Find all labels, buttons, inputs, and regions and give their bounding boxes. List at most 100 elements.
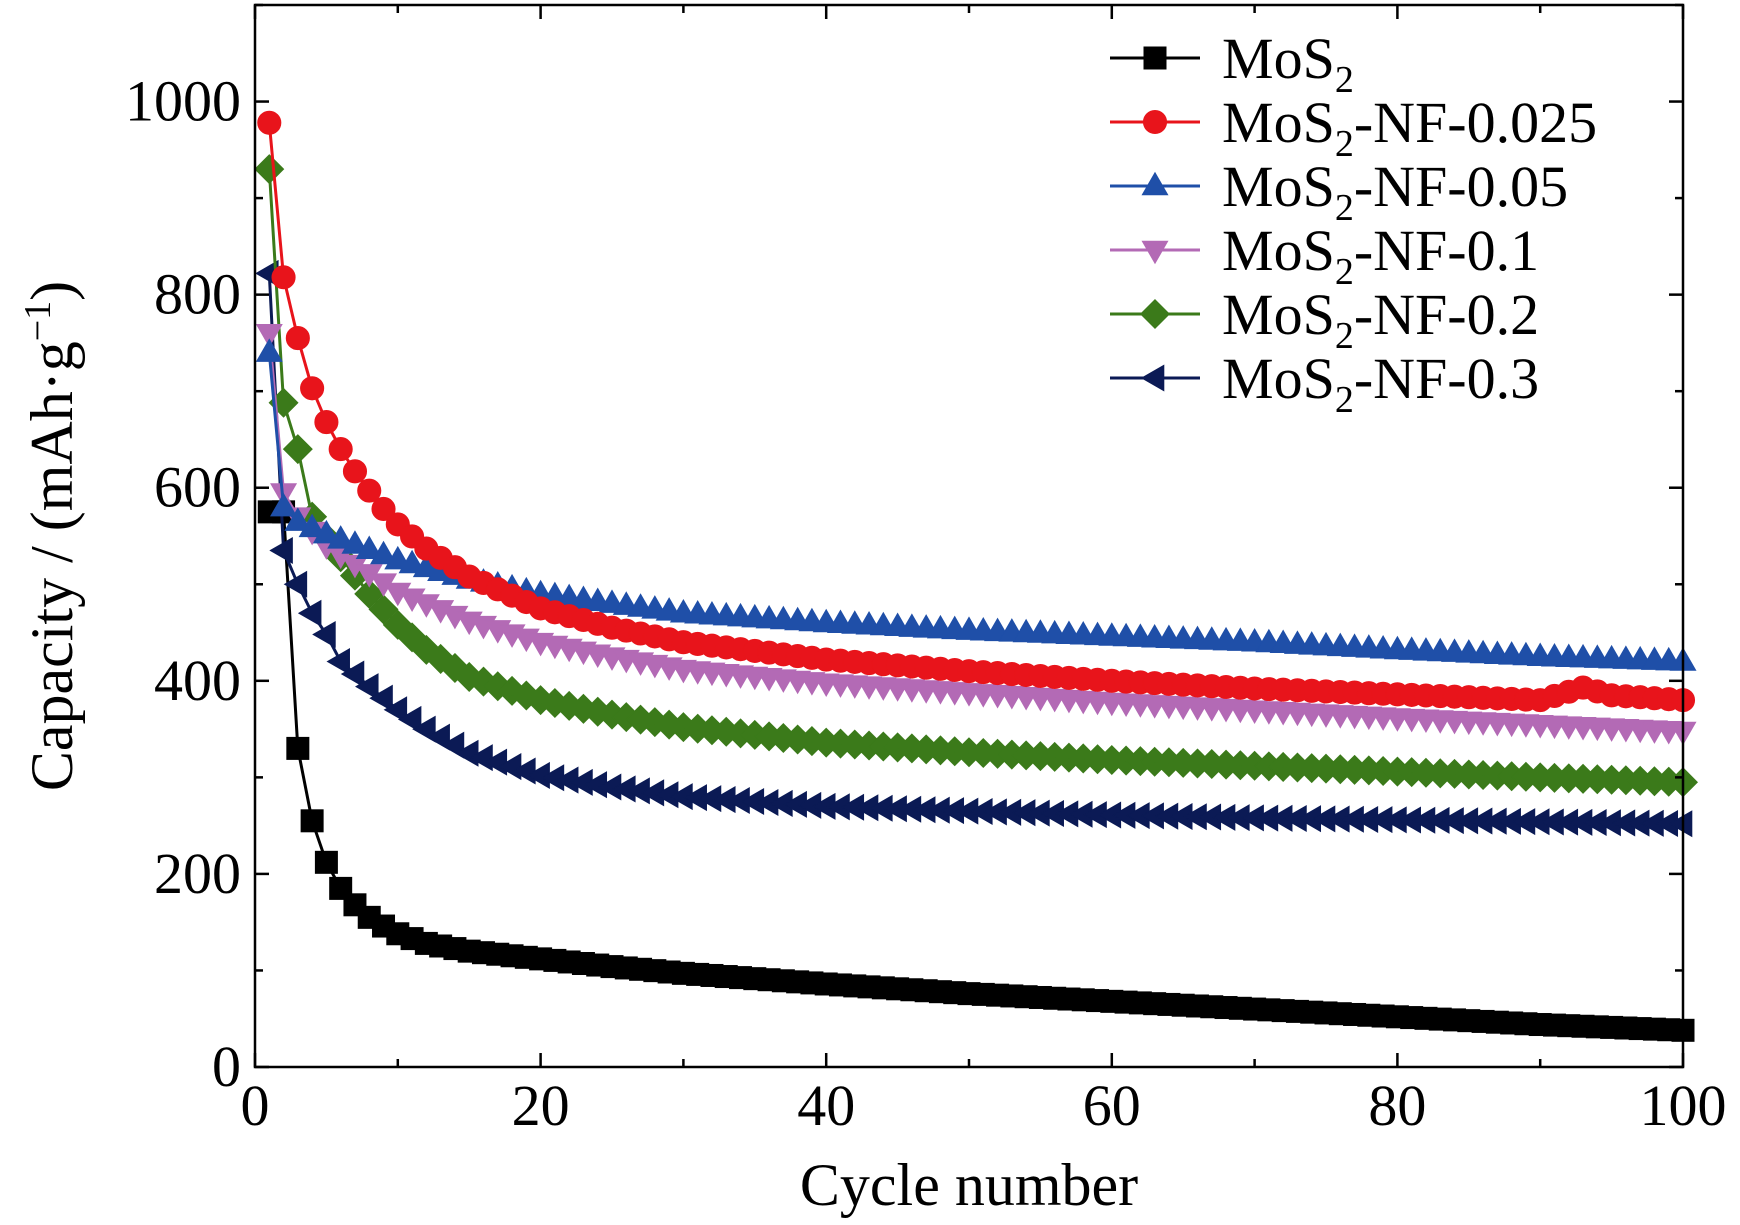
data-point <box>327 525 355 549</box>
y-axis-title-main: Capacity / (mAh·g <box>19 341 85 791</box>
data-point <box>341 530 369 554</box>
legend-label: MoS2-NF-0.2 <box>1222 282 1539 357</box>
data-point <box>398 549 426 574</box>
data-point <box>369 684 393 712</box>
legend-label-sub: 2 <box>1335 187 1354 229</box>
legend-label-sub: 2 <box>1335 123 1354 165</box>
legend-marker <box>1141 240 1169 265</box>
data-point <box>283 570 308 598</box>
data-point <box>312 620 336 648</box>
data-point <box>384 545 412 570</box>
legend-label-suffix: -NF-0.3 <box>1354 346 1539 411</box>
data-point <box>383 696 408 724</box>
series-MoS2-NF-0.3 <box>255 259 1693 838</box>
data-point <box>314 850 338 874</box>
x-axis-title: Cycle number <box>800 1152 1138 1218</box>
data-point <box>255 323 283 348</box>
legend-entry: MoS2-NF-0.2 <box>1110 282 1539 357</box>
legend-label-suffix: -NF-0.05 <box>1354 154 1568 219</box>
legend-label: MoS2-NF-0.05 <box>1222 154 1568 229</box>
legend-entry: MoS2-NF-0.1 <box>1110 218 1539 293</box>
legend-marker <box>1142 109 1168 135</box>
x-tick-label: 100 <box>1640 1073 1727 1138</box>
legend-label-base: MoS <box>1222 26 1335 91</box>
data-point <box>257 110 282 135</box>
legend-marker <box>1141 171 1169 196</box>
legend: MoS2MoS2-NF-0.025MoS2-NF-0.05MoS2-NF-0.1… <box>1110 26 1597 421</box>
data-point <box>297 599 322 627</box>
legend-entry: MoS2-NF-0.05 <box>1110 154 1568 229</box>
y-tick-label: 600 <box>154 455 241 520</box>
data-point <box>270 492 298 517</box>
series-MoS2 <box>257 500 1695 1042</box>
series-MoS2-NF-0.2 <box>254 154 1699 798</box>
y-tick-label: 200 <box>154 841 241 906</box>
legend-label-base: MoS <box>1222 346 1335 411</box>
series-MoS2-NF-0.025 <box>257 110 1696 713</box>
y-tick-label: 400 <box>154 648 241 713</box>
x-tick-label: 40 <box>797 1073 855 1138</box>
legend-entry: MoS2 <box>1110 26 1354 101</box>
data-point <box>300 376 325 401</box>
x-tick-label: 60 <box>1083 1073 1141 1138</box>
legend-marker <box>1143 46 1167 70</box>
legend-label-sub: 2 <box>1335 379 1354 421</box>
data-point <box>368 594 399 625</box>
data-point <box>255 338 283 362</box>
y-axis-title: Capacity / (mAh·g−1) <box>17 281 85 791</box>
data-point <box>298 513 326 538</box>
data-point <box>312 519 340 544</box>
legend-label: MoS2-NF-0.1 <box>1222 218 1539 293</box>
legend-entry: MoS2-NF-0.025 <box>1110 90 1597 165</box>
y-tick-label: 0 <box>212 1034 241 1099</box>
data-point <box>328 437 353 462</box>
y-tick-label: 800 <box>154 262 241 327</box>
y-tick-label: 1000 <box>125 69 241 134</box>
data-point <box>397 705 422 733</box>
legend-label-sub: 2 <box>1335 251 1354 293</box>
data-point <box>355 535 383 560</box>
legend-label-suffix: -NF-0.2 <box>1354 282 1539 347</box>
legend-entry: MoS2-NF-0.3 <box>1110 346 1539 421</box>
data-point <box>342 459 368 484</box>
plot-area <box>254 110 1699 1042</box>
data-point <box>254 154 285 185</box>
data-point <box>282 434 313 465</box>
series-MoS2-NF-0.1 <box>255 323 1697 746</box>
legend-marker <box>1139 298 1171 330</box>
data-point <box>357 478 382 503</box>
legend-label-sub: 2 <box>1335 315 1354 357</box>
legend-label-base: MoS <box>1222 154 1335 219</box>
legend-marker <box>1140 364 1165 392</box>
legend-label: MoS2 <box>1222 26 1354 101</box>
legend-label: MoS2-NF-0.025 <box>1222 90 1597 165</box>
data-point <box>354 578 385 609</box>
y-axis-title-sup: −1 <box>17 301 59 341</box>
data-point <box>286 736 310 760</box>
legend-label: MoS2-NF-0.3 <box>1222 346 1539 421</box>
legend-label-base: MoS <box>1222 282 1335 347</box>
data-point <box>269 536 293 564</box>
x-tick-label: 20 <box>512 1073 570 1138</box>
legend-label-suffix: -NF-0.025 <box>1354 90 1597 155</box>
y-axis-title-close: ) <box>19 281 85 301</box>
data-point <box>314 410 339 435</box>
legend-label-sub: 2 <box>1335 59 1354 101</box>
data-point <box>285 326 310 351</box>
data-point <box>340 660 365 688</box>
data-point <box>271 265 296 290</box>
data-point <box>370 540 398 565</box>
data-point <box>1668 810 1693 838</box>
data-point <box>300 809 324 833</box>
data-point <box>284 507 312 531</box>
data-point <box>355 673 379 701</box>
legend-label-base: MoS <box>1222 90 1335 155</box>
legend-label-base: MoS <box>1222 218 1335 283</box>
legend-label-suffix: -NF-0.1 <box>1354 218 1539 283</box>
x-tick-label: 80 <box>1368 1073 1426 1138</box>
data-point <box>326 647 350 676</box>
data-point <box>371 496 396 522</box>
x-tick-label: 0 <box>241 1073 270 1138</box>
